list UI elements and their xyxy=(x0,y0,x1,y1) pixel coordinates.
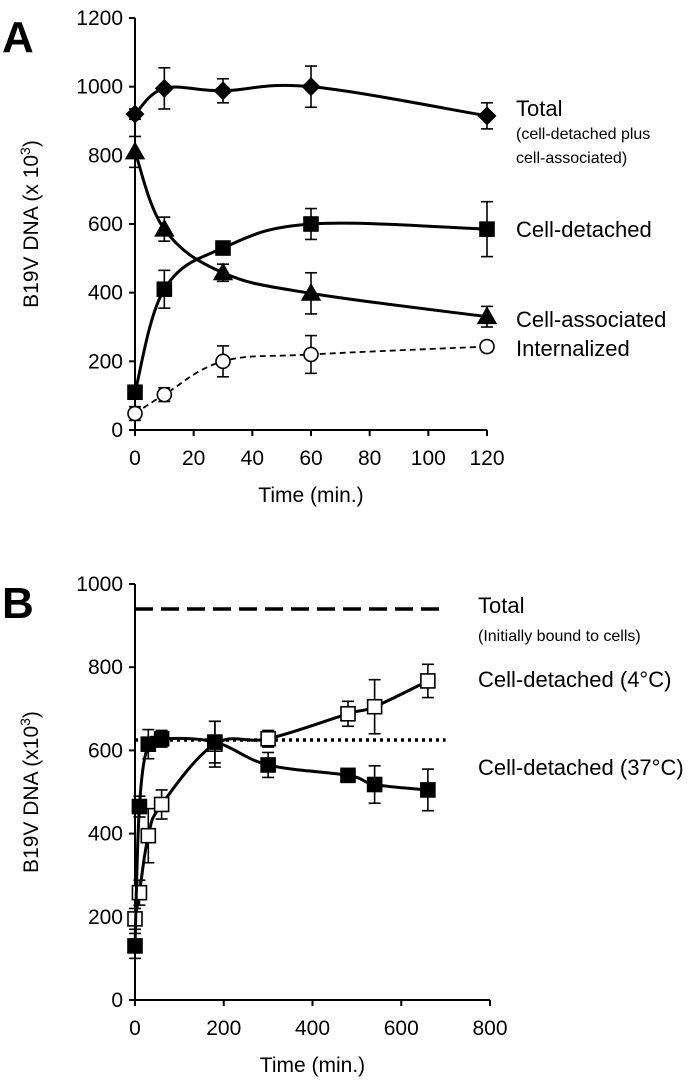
y-tick-label: 600 xyxy=(88,213,123,236)
series-cell-detached-37-c xyxy=(127,720,436,960)
data-point xyxy=(156,386,173,403)
y-axis-label-close: ) xyxy=(20,711,43,718)
x-tick-label: 40 xyxy=(241,447,264,470)
series-sublabel: cell-associated) xyxy=(516,150,627,167)
x-tick-label: 0 xyxy=(129,1017,141,1040)
y-tick-label: 0 xyxy=(111,419,123,442)
series-cell-associated xyxy=(124,135,498,328)
data-point xyxy=(479,221,495,237)
panel-letter: B xyxy=(2,579,34,628)
series-label-cell-detached-37-c: Cell-detached (37°C) xyxy=(478,755,684,780)
data-point xyxy=(156,281,173,298)
y-tick-label: 200 xyxy=(88,350,123,373)
data-point xyxy=(154,218,175,237)
series-line xyxy=(133,679,429,920)
x-tick-label: 80 xyxy=(358,447,381,470)
series-label-internalized: Internalized xyxy=(516,336,630,361)
data-point xyxy=(124,141,146,160)
y-tick-label: 0 xyxy=(111,989,123,1012)
data-point xyxy=(303,346,319,363)
data-point xyxy=(140,736,157,752)
data-point xyxy=(153,796,170,813)
y-tick-label: 200 xyxy=(88,906,123,929)
y-axis-label: B19V DNA (x 103) xyxy=(17,140,43,308)
y-axis-label-main: B19V DNA (x10 xyxy=(20,726,43,873)
y-axis-label-main: B19V DNA (x 10 xyxy=(20,155,43,308)
data-point xyxy=(127,938,143,954)
reference-line-label: Total xyxy=(478,593,524,618)
y-tick-label: 800 xyxy=(88,144,123,167)
y-axis-label-close: ) xyxy=(20,140,43,147)
data-point xyxy=(300,282,322,301)
data-point xyxy=(213,81,233,101)
series-cell-detached-4-c xyxy=(127,663,436,931)
series-sublabel: (cell-detached plus xyxy=(516,126,650,143)
data-point xyxy=(340,705,356,722)
data-point xyxy=(340,767,356,784)
series-line xyxy=(133,151,488,319)
data-point xyxy=(215,353,231,370)
x-tick-label: 20 xyxy=(182,447,205,470)
panel-letter: A xyxy=(2,13,34,62)
series-internalized xyxy=(127,334,495,422)
y-axis-label: B19V DNA (x103) xyxy=(17,711,43,873)
panel-a-chart: A 0 200 400 600 800 1000 1200 0 20 40 60 80 100 120 Tim… xyxy=(2,7,666,507)
y-tick-label: 400 xyxy=(88,282,123,305)
data-point xyxy=(131,798,148,815)
series-line xyxy=(133,735,429,946)
data-point xyxy=(125,104,145,124)
series-label-cell-detached-4-c: Cell-detached (4°C) xyxy=(478,667,671,692)
data-point xyxy=(366,698,383,715)
data-point xyxy=(207,734,223,750)
x-tick-label: 200 xyxy=(206,1017,241,1040)
data-point xyxy=(420,782,436,798)
data-point xyxy=(303,216,319,232)
y-tick-label: 600 xyxy=(88,739,123,762)
x-tick-label: 400 xyxy=(295,1017,330,1040)
data-point xyxy=(153,730,170,747)
series-cell-detached xyxy=(127,200,495,401)
series-total xyxy=(125,65,497,130)
panel-b-chart: B 0 200 400 600 800 1000 0 200 400 600 800 Time (min… xyxy=(2,573,684,1077)
reference-line-sublabel: (Initially bound to cells) xyxy=(478,628,641,645)
data-point xyxy=(140,827,157,844)
y-axis-label-superscript: 3 xyxy=(17,718,33,726)
y-tick-label: 1000 xyxy=(76,76,123,99)
x-tick-label: 60 xyxy=(299,447,322,470)
y-axis-label-superscript: 3 xyxy=(17,147,33,155)
data-point xyxy=(127,405,143,422)
data-point xyxy=(212,262,234,281)
x-axis-label: Time (min.) xyxy=(260,1054,365,1077)
data-point xyxy=(420,673,436,689)
data-point xyxy=(131,884,148,901)
data-point xyxy=(154,78,174,98)
data-point xyxy=(301,77,321,97)
series-label-cell-detached: Cell-detached xyxy=(516,217,652,242)
y-tick-label: 800 xyxy=(88,656,123,679)
y-tick-label: 1000 xyxy=(76,573,123,596)
x-tick-label: 800 xyxy=(472,1017,507,1040)
series-label-cell-associated: Cell-associated xyxy=(516,307,666,332)
x-tick-label: 100 xyxy=(411,447,446,470)
x-tick-label: 120 xyxy=(469,447,504,470)
data-point xyxy=(477,106,497,126)
data-point xyxy=(260,730,276,747)
x-axis-label: Time (min.) xyxy=(258,484,363,507)
x-tick-label: 0 xyxy=(129,447,141,470)
y-tick-label: 400 xyxy=(88,823,123,846)
x-tick-label: 600 xyxy=(384,1017,419,1040)
series-label-total: Total xyxy=(516,96,562,121)
data-point xyxy=(215,240,231,256)
data-point xyxy=(366,776,383,793)
series-line xyxy=(134,345,488,415)
data-point xyxy=(260,757,276,773)
data-point xyxy=(127,384,143,401)
data-point xyxy=(476,306,498,325)
y-tick-label: 1200 xyxy=(76,7,123,30)
data-point xyxy=(479,338,495,355)
